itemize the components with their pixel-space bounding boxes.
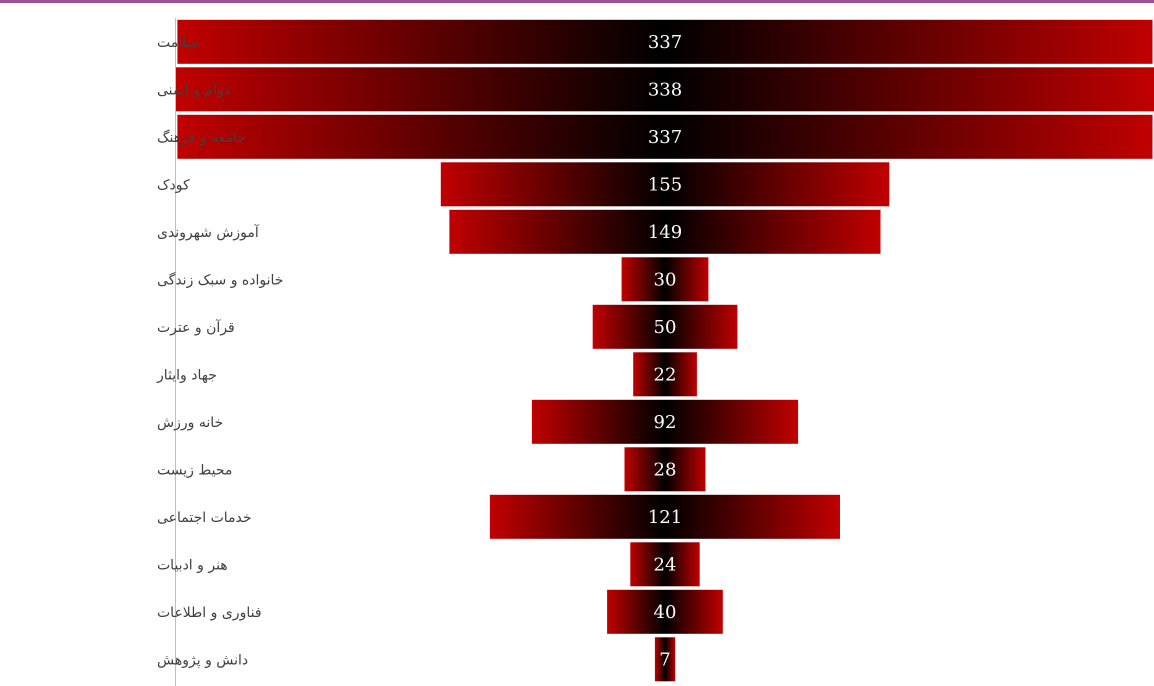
category-label: هنر و ادبیات	[157, 557, 228, 573]
funnel-bar	[624, 447, 706, 492]
category-label: دوام و ایمنی	[157, 82, 230, 98]
funnel-bar	[654, 637, 676, 682]
funnel-bar	[592, 304, 738, 349]
funnel-bar	[531, 399, 799, 444]
funnel-bar	[630, 542, 700, 587]
category-label: آموزش شهروندی	[157, 224, 260, 241]
labels-layer: 337 سلامت 338 دوام و ایمنی 337 جامعه و فرهنگ 1…	[156, 32, 682, 670]
funnel-bar	[177, 19, 1153, 64]
data-label: 22	[654, 364, 677, 385]
category-label: خانواده و سبک زندگی	[157, 271, 283, 288]
category-label: خانه ورزش	[157, 415, 223, 431]
category-label: دانش و پژوهش	[157, 652, 248, 668]
data-label: 50	[654, 317, 677, 338]
data-label: 337	[648, 32, 682, 53]
data-label: 7	[659, 649, 670, 670]
funnel-bar	[449, 209, 881, 254]
category-label: جامعه و فرهنگ	[157, 129, 246, 146]
top-border	[0, 0, 1154, 3]
funnel-bar	[621, 257, 709, 302]
data-label: 338	[648, 79, 682, 100]
data-label: 121	[648, 507, 682, 528]
data-label: 149	[648, 222, 682, 243]
data-label: 30	[654, 269, 677, 290]
funnel-bar	[489, 494, 840, 539]
funnel-bar	[177, 114, 1153, 159]
funnel-bar	[440, 162, 890, 207]
bars-layer	[176, 19, 1154, 682]
data-label: 28	[654, 459, 677, 480]
category-label: قرآن و عترت	[157, 319, 235, 336]
funnel-bar	[633, 352, 697, 397]
category-label: محیط زیست	[157, 462, 232, 478]
data-label: 155	[648, 174, 682, 195]
category-label: فناوری و اطلاعات	[157, 605, 262, 621]
data-label: 40	[654, 602, 677, 623]
category-label: کودک	[157, 177, 190, 193]
funnel-bar	[607, 589, 723, 634]
data-label: 24	[654, 554, 677, 575]
data-label: 92	[654, 412, 677, 433]
data-label: 337	[648, 127, 682, 148]
category-label: جهاد وایثار	[156, 367, 217, 383]
category-axis-line	[175, 18, 176, 686]
funnel-bar	[176, 67, 1154, 112]
category-label: خدمات اجتماعی	[157, 510, 252, 526]
category-label: سلامت	[157, 35, 198, 51]
